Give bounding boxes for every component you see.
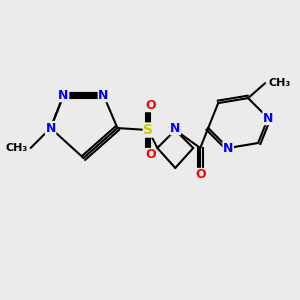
Text: S: S xyxy=(143,123,153,137)
Text: N: N xyxy=(263,112,273,124)
Text: CH₃: CH₃ xyxy=(5,143,28,153)
Text: N: N xyxy=(58,88,69,102)
Text: N: N xyxy=(170,122,181,135)
Text: N: N xyxy=(98,88,109,102)
Text: O: O xyxy=(145,99,156,112)
Text: O: O xyxy=(195,168,206,182)
Text: N: N xyxy=(45,122,56,135)
Text: O: O xyxy=(145,148,156,161)
Text: N: N xyxy=(223,142,233,154)
Text: CH₃: CH₃ xyxy=(268,78,290,88)
